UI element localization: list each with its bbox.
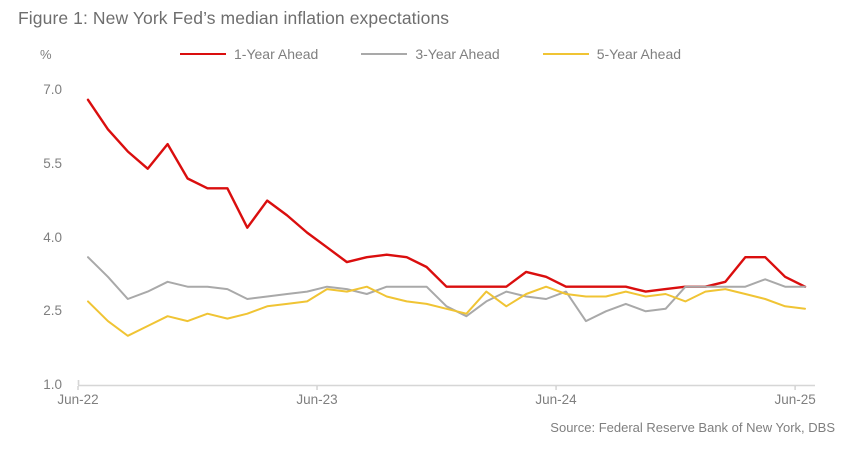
legend: 1-Year Ahead 3-Year Ahead 5-Year Ahead — [180, 46, 681, 62]
legend-swatch-5-year-ahead — [542, 52, 589, 56]
legend-item-3-year-ahead: 3-Year Ahead — [361, 46, 500, 62]
legend-label: 1-Year Ahead — [234, 46, 319, 62]
legend-swatch-3-year-ahead — [361, 52, 408, 56]
line-series-3-year-ahead — [87, 256, 806, 323]
line-series-5-year-ahead — [87, 285, 806, 337]
y-axis-unit-label: % — [40, 47, 52, 62]
y-tick-label-4.0: 4.0 — [43, 229, 62, 245]
legend-label: 3-Year Ahead — [415, 46, 500, 62]
legend-swatch-1-year-ahead — [180, 52, 226, 56]
line-series-1-year-ahead — [86, 98, 807, 293]
chart-title: Figure 1: New York Fed’s median inflatio… — [18, 8, 450, 28]
x-tick-label-jun-22: Jun-22 — [57, 392, 99, 407]
legend-label: 5-Year Ahead — [596, 46, 682, 62]
y-tick-label-7.0: 7.0 — [43, 82, 62, 97]
x-tick-label-jun-23: Jun-23 — [296, 392, 338, 407]
y-tick-label-5.5: 5.5 — [43, 155, 62, 171]
x-tick-label-jun-25: Jun-25 — [774, 392, 816, 407]
y-tick-label-2.5: 2.5 — [43, 303, 62, 319]
legend-item-5-year-ahead: 5-Year Ahead — [542, 46, 682, 62]
y-tick-label-1.0: 1.0 — [43, 377, 62, 392]
x-tick-label-jun-24: Jun-24 — [535, 392, 577, 407]
legend-item-1-year-ahead: 1-Year Ahead — [180, 46, 318, 62]
source-note: Source: Federal Reserve Bank of New York… — [550, 420, 835, 435]
